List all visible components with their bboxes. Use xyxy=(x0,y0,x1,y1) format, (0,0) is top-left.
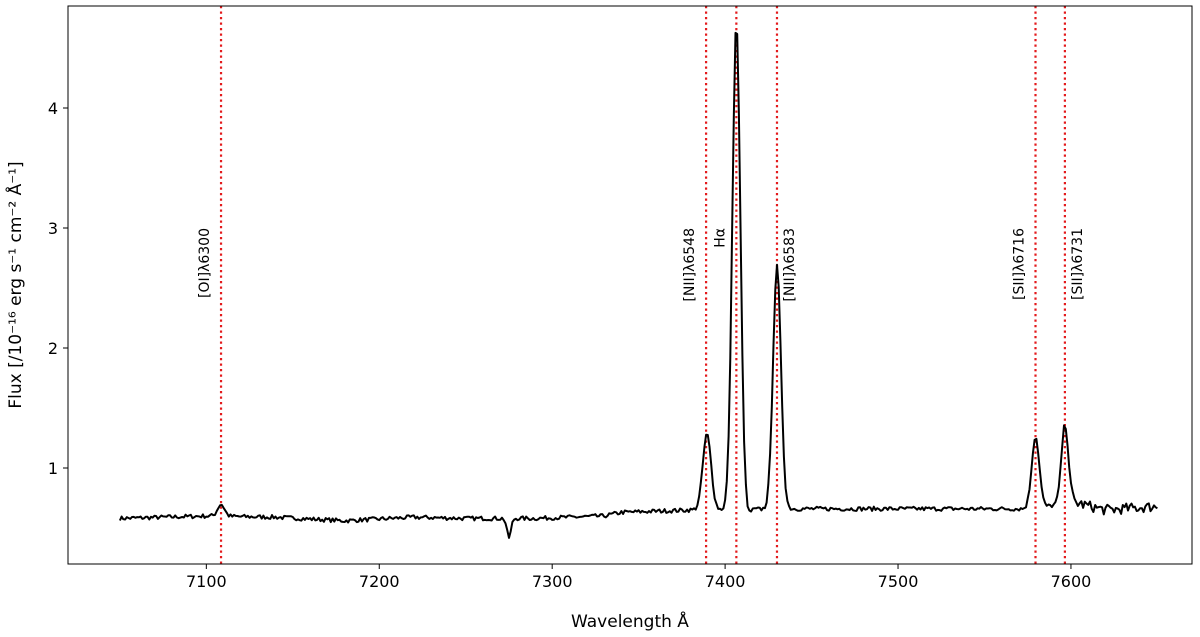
y-axis-label: Flux [/10⁻¹⁶ erg s⁻¹ cm⁻² Å⁻¹] xyxy=(4,161,26,408)
x-tick-label: 7400 xyxy=(705,572,746,591)
plot-frame xyxy=(67,5,1193,565)
x-tick-label: 7100 xyxy=(186,572,227,591)
emission-line-label: [SII]λ6731 xyxy=(1070,228,1086,300)
y-tick-label: 2 xyxy=(48,339,58,358)
emission-line-label: [OI]λ6300 xyxy=(197,228,213,298)
emission-line-label: [NII]λ6583 xyxy=(782,228,798,302)
emission-line-label: [SII]λ6716 xyxy=(1012,228,1028,300)
plot-area: [OI]λ6300 [NII]λ6548 Hα [NII]λ6583 [SII]λ671… xyxy=(118,6,1158,564)
x-axis-label: Wavelength Å xyxy=(571,610,689,632)
y-tick-label: 1 xyxy=(48,459,58,478)
y-tick-label: 3 xyxy=(48,219,58,238)
x-tick-label: 7500 xyxy=(878,572,919,591)
x-tick-label: 7300 xyxy=(532,572,573,591)
x-tick-label: 7600 xyxy=(1051,572,1092,591)
y-axis-ticks: 1 2 3 4 xyxy=(48,99,68,478)
emission-line-label: Hα xyxy=(712,228,728,248)
y-tick-label: 4 xyxy=(48,99,58,118)
x-tick-label: 7200 xyxy=(359,572,400,591)
spectrum-line xyxy=(118,31,1158,539)
x-axis-ticks: 7100 7200 7300 7400 7500 7600 xyxy=(186,564,1091,591)
emission-line-label: [NII]λ6548 xyxy=(682,228,698,302)
